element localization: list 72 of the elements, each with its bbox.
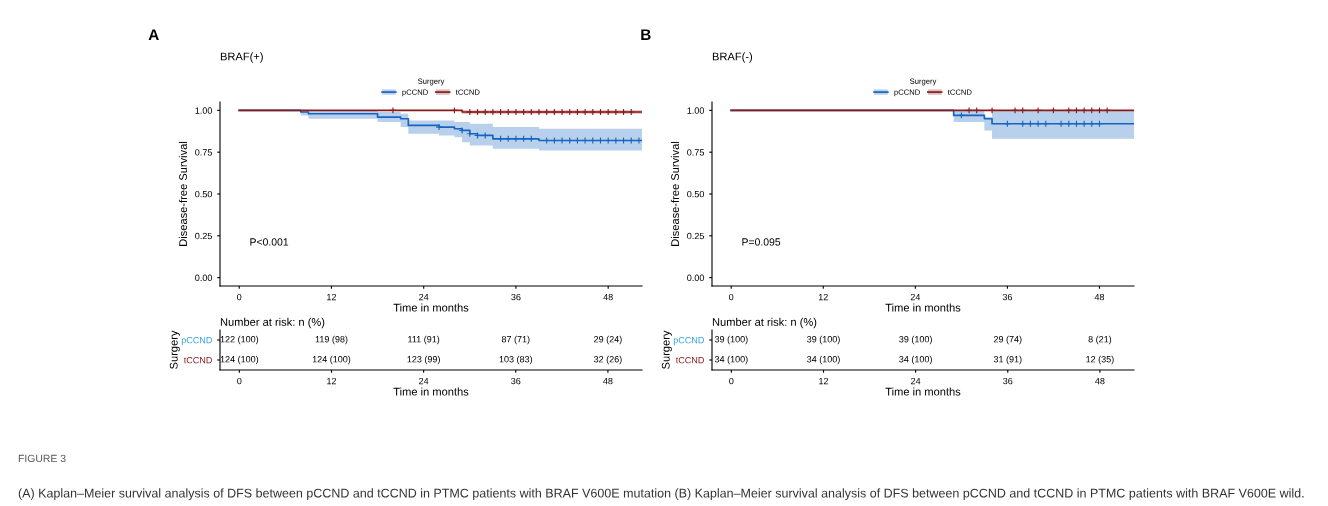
y-tick-label: pCCND [673, 336, 704, 346]
x-tick-label: 12 [819, 377, 829, 385]
x-tick-label: 48 [1094, 293, 1105, 301]
text: 12 (35) [1086, 355, 1114, 365]
y-tick-label: 0.75 [195, 149, 212, 156]
text: 34 (100) [899, 355, 932, 365]
text: 8 (21) [1088, 335, 1112, 345]
x-tick-label: 24 [911, 377, 921, 385]
y-tick-label: pCCND [181, 336, 212, 346]
text: 39 (100) [899, 335, 932, 345]
y-tick-label: 0.50 [195, 190, 213, 198]
x-tick-label: 36 [1002, 293, 1013, 301]
y-tick-label: 0.75 [687, 149, 704, 156]
text: 87 (71) [501, 335, 530, 345]
text: 34 (100) [807, 355, 840, 365]
y-axis-title: Surgery [661, 330, 672, 369]
y-tick-label: tCCND [675, 356, 704, 364]
annotation: P<0.001 [250, 238, 289, 246]
text: 124 (100) [312, 355, 351, 365]
x-tick-label: 48 [603, 293, 613, 301]
chart-title: Number at risk: n (%) [220, 317, 325, 329]
x-axis-title: Time in months [393, 387, 469, 396]
x-tick-label: 48 [1095, 377, 1105, 385]
y-tick-label: 0.00 [687, 274, 705, 281]
text: A [148, 29, 159, 40]
x-tick-label: 12 [818, 293, 828, 301]
x-tick-label: 0 [729, 293, 734, 301]
x-tick-label: 36 [511, 293, 521, 301]
text: 29 (24) [594, 335, 622, 345]
text: 32 (26) [593, 355, 622, 365]
x-tick-label: 24 [419, 377, 429, 385]
x-tick-label: 24 [910, 293, 921, 301]
chart-title: BRAF(+) [220, 52, 263, 63]
text: (A) Kaplan–Meier survival analysis of DFS between pCCND and tCCND in PTMC patients with BRAF V600E mutation (B) Kaplan–Meier survival analysis of DFS between pCCND and tCCND in PTMC patients with BRAF V600E wild. [18, 488, 1304, 500]
x-tick-label: 12 [327, 293, 337, 301]
x-axis-title: Time in months [885, 387, 961, 396]
text: 122 (100) [220, 335, 259, 345]
text: 39 (100) [714, 335, 748, 345]
x-axis-title: Time in months [393, 303, 469, 312]
y-tick-label: 0.25 [687, 232, 704, 240]
caption: FIGURE 3 [18, 454, 66, 463]
x-tick-label: 48 [603, 377, 613, 385]
text: 111 (91) [408, 335, 440, 345]
text: 124 (100) [220, 355, 259, 365]
x-axis-title: Time in months [885, 303, 961, 312]
text: B [641, 29, 651, 40]
text: 123 (99) [407, 355, 440, 365]
x-tick-label: 0 [237, 377, 242, 385]
text: 31 (91) [993, 355, 1022, 365]
x-tick-label: 24 [419, 293, 429, 301]
x-tick-label: 36 [1003, 377, 1013, 385]
y-axis-title: Surgery [169, 330, 180, 369]
x-tick-label: 12 [327, 377, 337, 385]
y-tick-label: 0.25 [195, 232, 212, 240]
x-tick-label: 0 [729, 377, 734, 385]
y-tick-label: 0.50 [687, 190, 705, 198]
text: 119 (98) [315, 335, 348, 345]
y-axis-title: Disease-free Survival [670, 141, 680, 246]
text: 34 (100) [714, 355, 748, 365]
text: 29 (74) [993, 335, 1022, 345]
x-tick-label: 36 [511, 377, 521, 385]
x-tick-label: 0 [237, 293, 242, 301]
y-tick-label: tCCND [183, 356, 212, 364]
chart-title: BRAF(-) [712, 52, 753, 63]
y-tick-label: 1.00 [687, 107, 705, 114]
y-axis-title: Disease-free Survival [178, 141, 188, 246]
text: 39 (100) [807, 335, 840, 345]
text: 103 (83) [499, 355, 533, 365]
y-tick-label: 0.00 [195, 274, 213, 281]
chart-title: Number at risk: n (%) [712, 317, 817, 329]
annotation: P=0.095 [742, 238, 781, 246]
y-tick-label: 1.00 [195, 107, 213, 114]
